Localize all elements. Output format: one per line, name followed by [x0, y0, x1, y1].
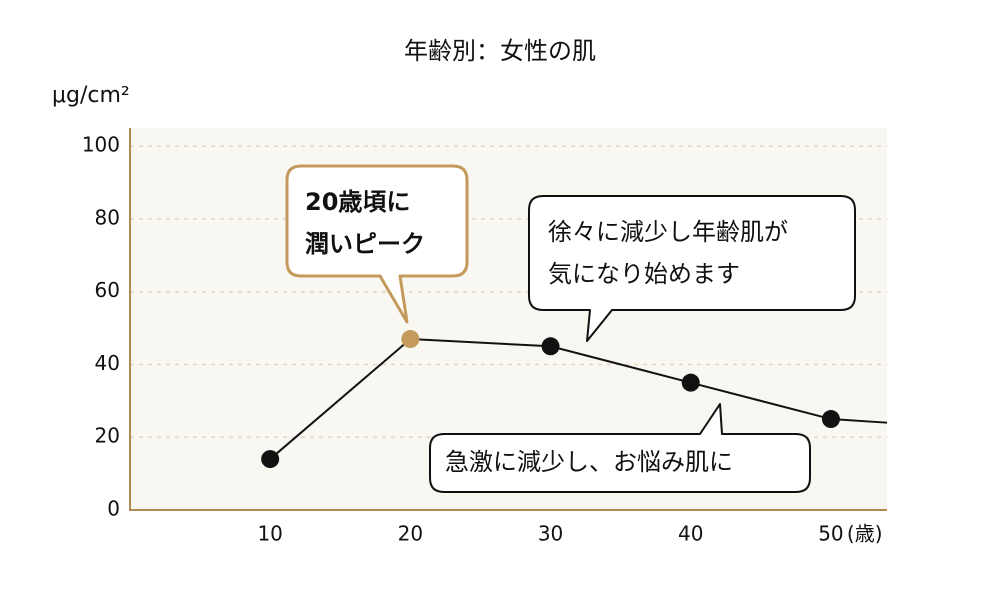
data-point: [401, 330, 420, 349]
x-tick-label: 50: [818, 522, 843, 546]
x-tick-label: 40: [678, 522, 703, 546]
callout-text: 徐々に減少し年齢肌が: [548, 218, 788, 246]
callout-text: 急激に減少し、お悩み肌に: [445, 448, 733, 476]
callout-box: [285, 164, 469, 324]
x-tick-label: 20: [398, 522, 423, 546]
y-axis-label: μg/cm²: [52, 83, 130, 108]
callout-text: 20歳頃に: [305, 188, 410, 216]
callout-box: [429, 403, 811, 493]
y-tick-label: 60: [95, 278, 120, 302]
y-tick-label: 40: [95, 351, 120, 375]
data-point: [261, 450, 280, 469]
y-tick-label: 80: [95, 205, 120, 229]
callout-box: [528, 195, 856, 342]
chart-title: 年齢別：女性の肌: [404, 37, 596, 65]
data-point: [681, 373, 700, 392]
y-tick-label: 0: [107, 497, 120, 521]
x-unit-label: (歳): [847, 522, 883, 546]
data-line: [269, 337, 888, 460]
callout-text: 潤いピーク: [305, 230, 425, 258]
data-point: [821, 410, 840, 429]
x-tick-label: 10: [257, 522, 282, 546]
data-point: [541, 337, 560, 356]
x-tick-label: 30: [538, 522, 563, 546]
callout-text: 気になり始めます: [548, 260, 740, 288]
y-tick-label: 100: [82, 133, 120, 157]
y-tick-label: 20: [95, 424, 120, 448]
